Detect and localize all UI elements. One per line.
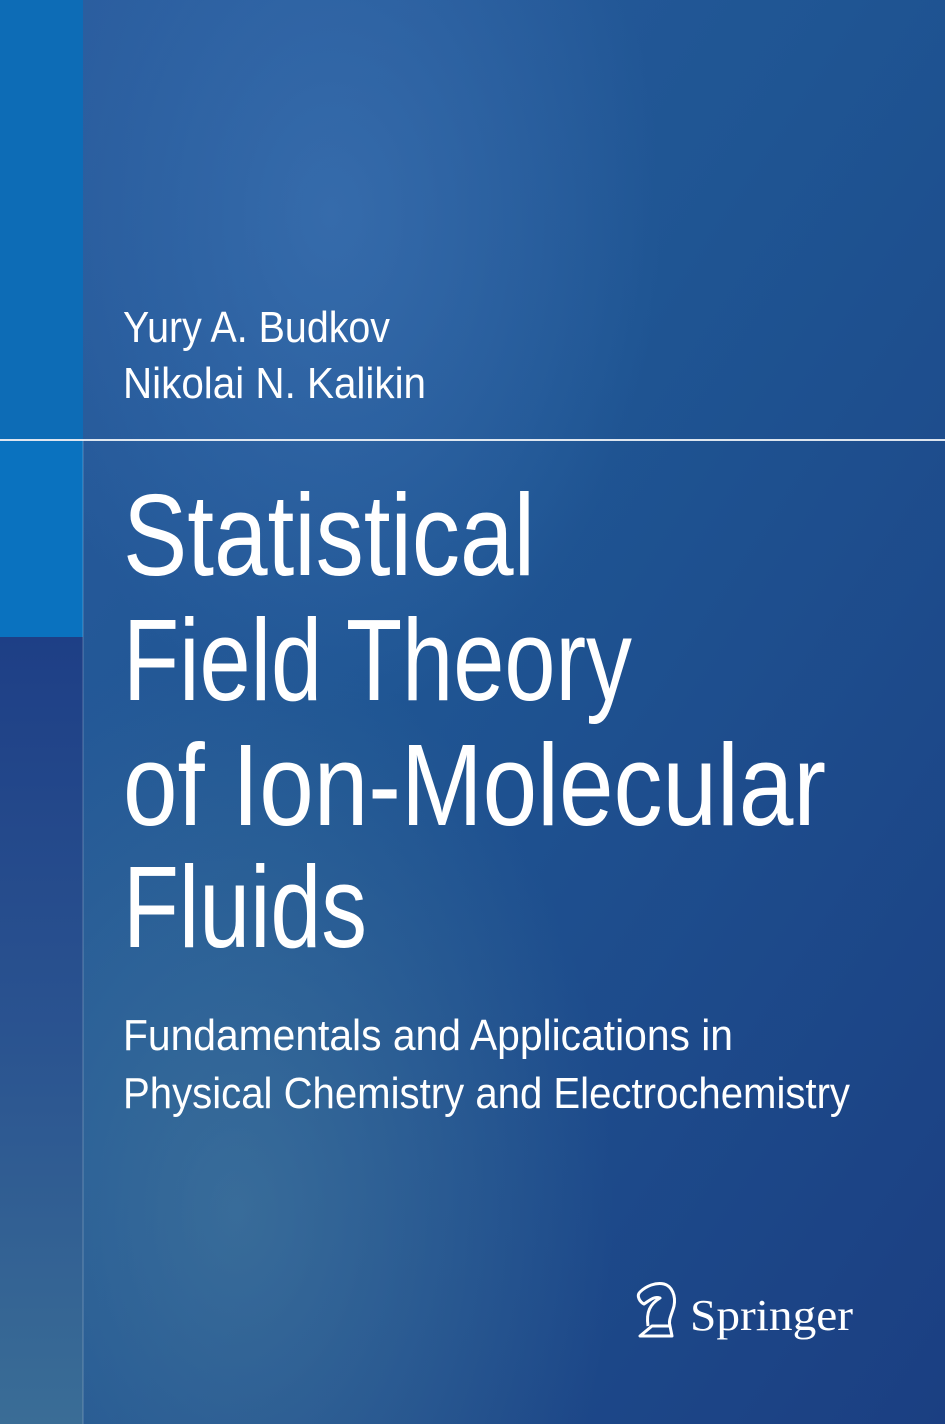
publisher: Springer xyxy=(690,1291,853,1340)
side-band xyxy=(0,441,83,637)
subtitle-line: Physical Chemistry and Electrochemistry xyxy=(123,1069,850,1118)
title-line: Fluids xyxy=(123,842,367,972)
side-band xyxy=(0,637,83,1424)
title-line: Statistical xyxy=(123,470,535,600)
author: Nikolai N. Kalikin xyxy=(123,359,426,408)
horse-icon xyxy=(636,1282,676,1338)
subtitle-line: Fundamentals and Applications in xyxy=(123,1011,733,1060)
title-line: Field Theory xyxy=(123,595,632,725)
side-band xyxy=(0,0,83,439)
author: Yury A. Budkov xyxy=(123,303,390,352)
publisher-logo xyxy=(636,1282,676,1338)
title-line: of Ion-Molecular xyxy=(123,720,826,850)
